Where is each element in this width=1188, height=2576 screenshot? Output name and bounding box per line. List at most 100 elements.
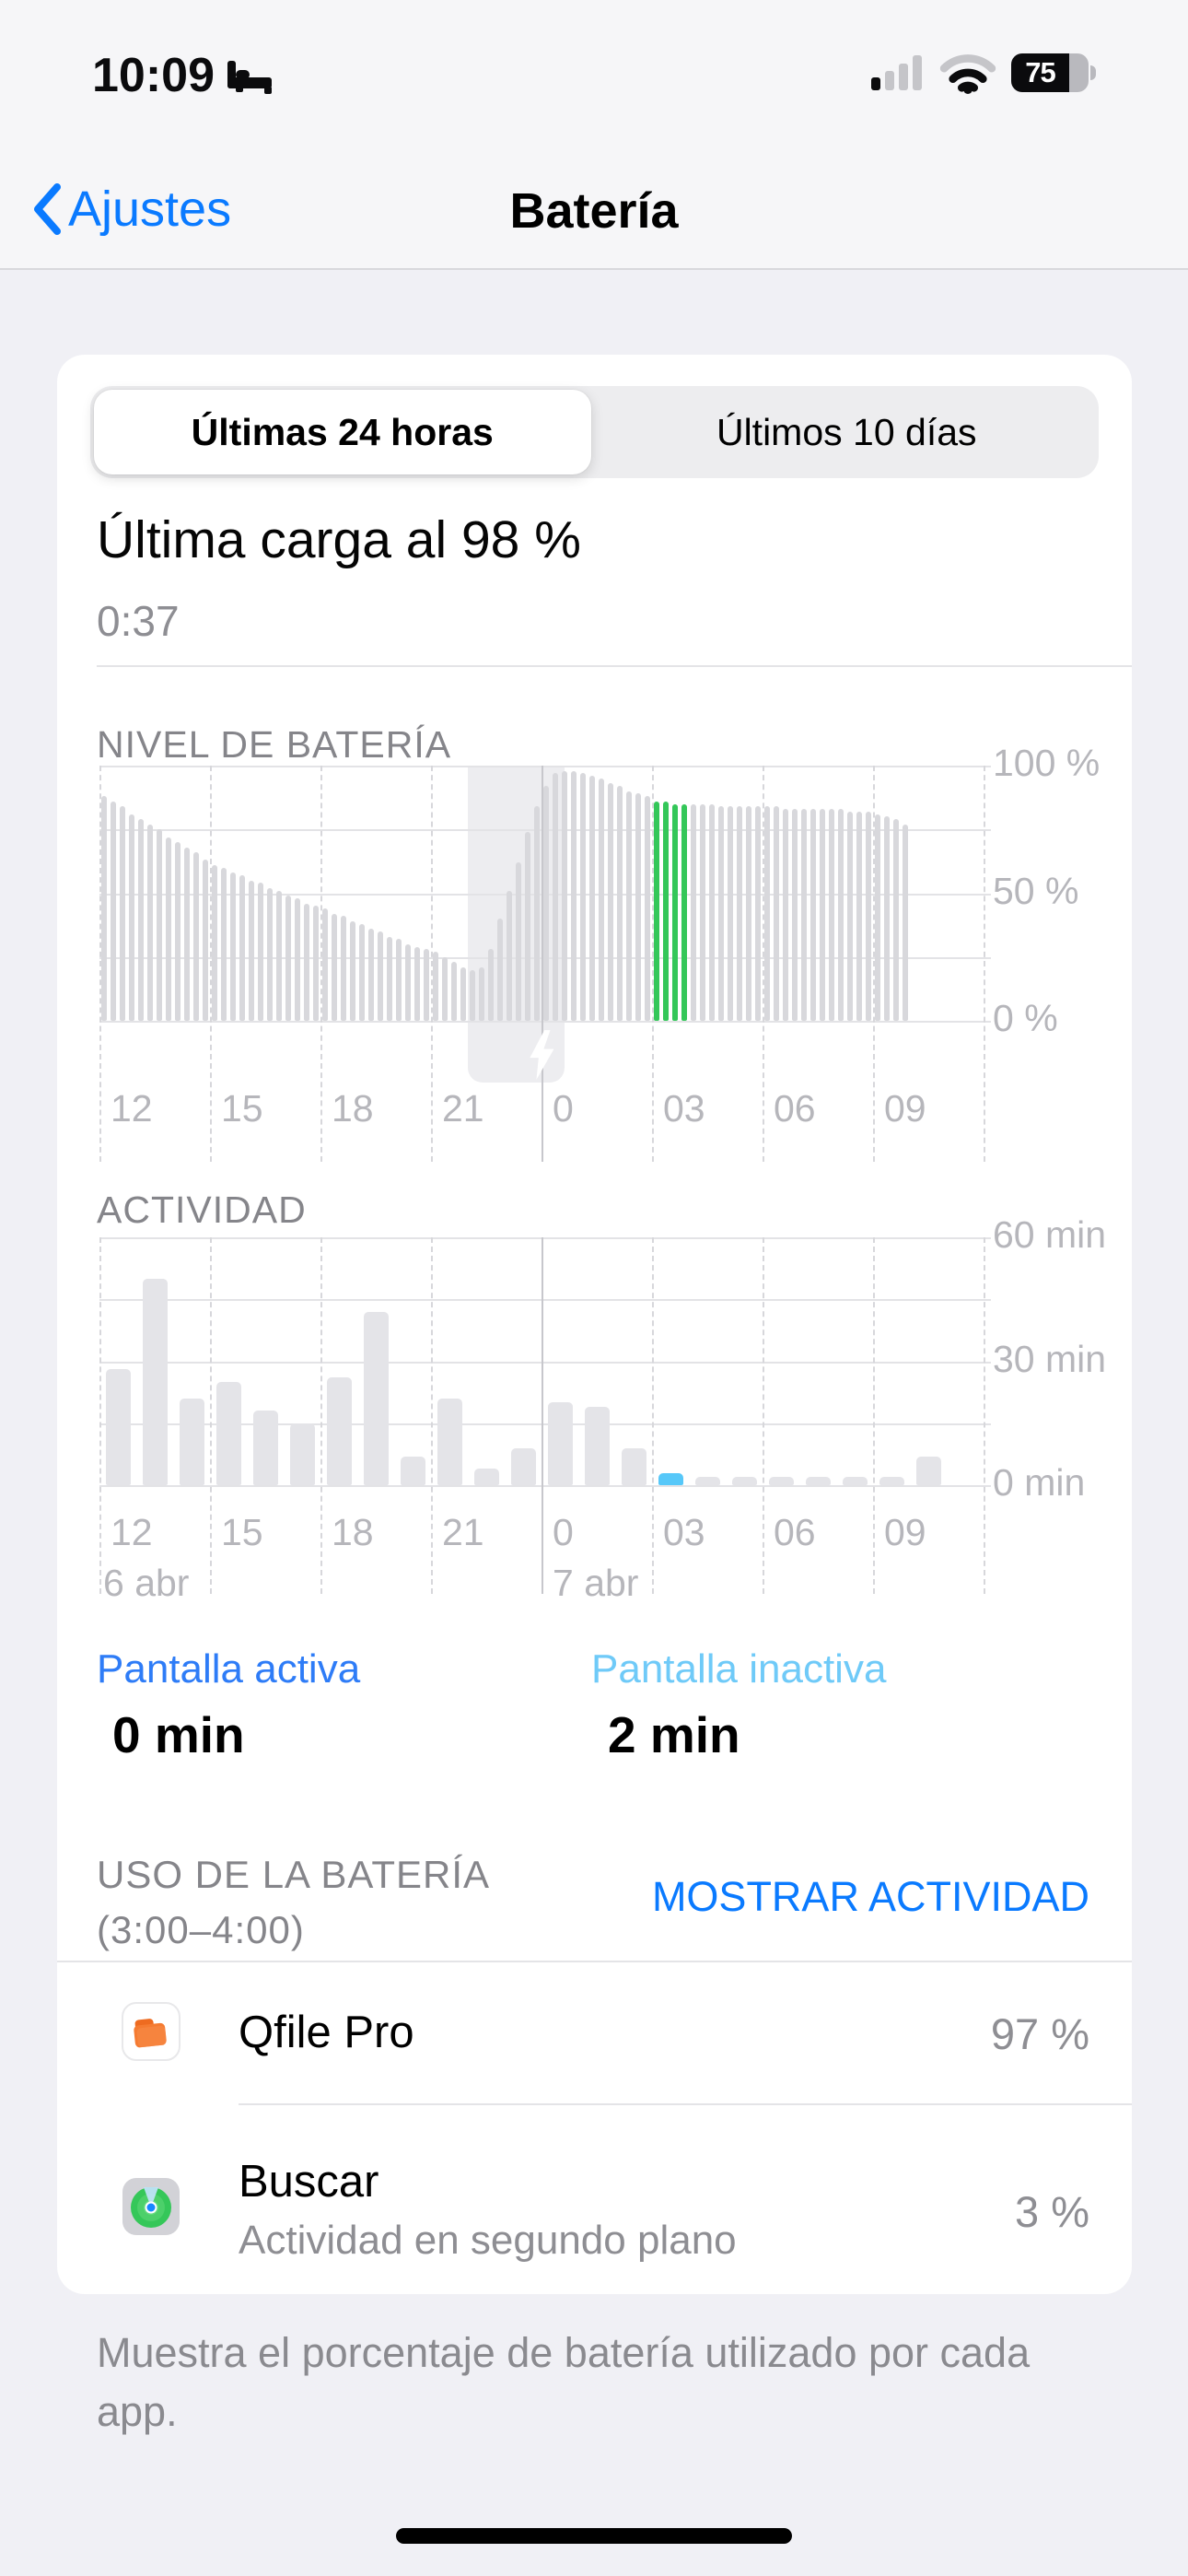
activity-bar[interactable] bbox=[879, 1477, 904, 1485]
battery-level-bar[interactable] bbox=[755, 806, 761, 1021]
battery-level-bar[interactable] bbox=[488, 949, 494, 1021]
battery-level-bar[interactable] bbox=[433, 952, 438, 1021]
activity-bar[interactable] bbox=[511, 1447, 536, 1485]
tab-last-24-hours[interactable]: Últimas 24 horas bbox=[94, 390, 591, 474]
activity-bar[interactable] bbox=[290, 1423, 315, 1485]
battery-level-bar[interactable] bbox=[378, 931, 383, 1021]
battery-level-bar[interactable] bbox=[249, 880, 254, 1021]
activity-bar[interactable] bbox=[843, 1477, 868, 1485]
battery-level-bar[interactable] bbox=[534, 806, 540, 1021]
battery-level-bar[interactable] bbox=[175, 842, 181, 1021]
battery-level-bar[interactable] bbox=[451, 962, 457, 1021]
activity-bar[interactable] bbox=[143, 1278, 168, 1485]
battery-level-bar[interactable] bbox=[212, 865, 217, 1021]
activity-bar[interactable] bbox=[658, 1472, 683, 1485]
battery-level-bar[interactable] bbox=[166, 837, 171, 1021]
battery-level-bar[interactable] bbox=[111, 801, 116, 1021]
battery-level-bar[interactable] bbox=[322, 908, 328, 1021]
activity-bar[interactable] bbox=[253, 1411, 278, 1485]
battery-level-bar[interactable] bbox=[184, 847, 190, 1021]
battery-level-bar[interactable] bbox=[129, 814, 134, 1021]
battery-level-bar[interactable] bbox=[829, 809, 834, 1021]
battery-level-bar[interactable] bbox=[599, 778, 604, 1021]
activity-bar[interactable] bbox=[732, 1477, 757, 1485]
battery-level-bar[interactable] bbox=[838, 809, 844, 1021]
battery-level-bar[interactable] bbox=[332, 913, 337, 1021]
battery-level-bar[interactable] bbox=[847, 811, 853, 1021]
battery-level-bar[interactable] bbox=[221, 867, 227, 1021]
battery-level-bar[interactable] bbox=[645, 796, 650, 1021]
battery-level-bar[interactable] bbox=[460, 966, 466, 1021]
activity-bar[interactable] bbox=[916, 1456, 941, 1485]
battery-level-bar[interactable] bbox=[783, 809, 788, 1021]
battery-level-bar[interactable] bbox=[497, 919, 503, 1021]
battery-level-bar[interactable] bbox=[414, 946, 420, 1021]
battery-level-bar[interactable] bbox=[856, 811, 862, 1021]
battery-level-bar[interactable] bbox=[709, 803, 715, 1021]
battery-level-bar[interactable] bbox=[285, 896, 291, 1021]
battery-level-bar[interactable] bbox=[387, 936, 392, 1021]
battery-level-bar[interactable] bbox=[672, 803, 678, 1021]
battery-level-bar[interactable] bbox=[138, 819, 144, 1021]
tab-last-10-days[interactable]: Últimos 10 días bbox=[716, 410, 977, 453]
battery-level-bar[interactable] bbox=[359, 923, 365, 1021]
battery-level-bar[interactable] bbox=[304, 903, 309, 1021]
battery-level-bar[interactable] bbox=[884, 816, 890, 1021]
battery-level-bar[interactable] bbox=[295, 898, 300, 1021]
battery-level-bar[interactable] bbox=[801, 809, 807, 1021]
battery-level-bar[interactable] bbox=[442, 956, 448, 1021]
battery-level-bar[interactable] bbox=[700, 803, 705, 1021]
battery-level-bar[interactable] bbox=[507, 890, 512, 1021]
battery-level-bar[interactable] bbox=[101, 796, 107, 1021]
battery-level-bar[interactable] bbox=[589, 776, 595, 1021]
battery-level-bar[interactable] bbox=[239, 875, 245, 1021]
activity-bar[interactable] bbox=[585, 1406, 610, 1485]
battery-level-chart[interactable]: 100 % 50 % 0 % 12 15 18 21 0 03 06 09 bbox=[57, 742, 1132, 1171]
battery-level-bar[interactable] bbox=[313, 906, 319, 1021]
activity-bar[interactable] bbox=[106, 1369, 131, 1485]
battery-level-bar[interactable] bbox=[258, 883, 263, 1021]
battery-level-bar[interactable] bbox=[820, 809, 825, 1021]
battery-level-bar[interactable] bbox=[866, 811, 871, 1021]
battery-level-bar[interactable] bbox=[580, 773, 586, 1021]
battery-level-bar[interactable] bbox=[737, 806, 742, 1021]
battery-level-bar[interactable] bbox=[424, 949, 429, 1021]
home-indicator[interactable] bbox=[396, 2528, 792, 2544]
battery-level-bar[interactable] bbox=[626, 790, 632, 1021]
activity-chart[interactable]: 60 min 30 min 0 min 12 15 18 21 0 03 06 09 6 abr 7 a… bbox=[57, 1213, 1132, 1606]
battery-level-bar[interactable] bbox=[350, 920, 355, 1021]
battery-level-bar[interactable] bbox=[746, 806, 751, 1021]
activity-bar[interactable] bbox=[474, 1469, 499, 1485]
battery-level-bar[interactable] bbox=[903, 824, 908, 1021]
battery-level-bar[interactable] bbox=[635, 793, 641, 1021]
battery-level-bar[interactable] bbox=[525, 832, 530, 1021]
battery-level-bar[interactable] bbox=[774, 806, 779, 1021]
activity-bar[interactable] bbox=[327, 1377, 352, 1485]
battery-level-bar[interactable] bbox=[893, 819, 899, 1021]
battery-level-bar[interactable] bbox=[608, 783, 613, 1021]
battery-level-bar[interactable] bbox=[792, 809, 798, 1021]
activity-bar[interactable] bbox=[548, 1402, 573, 1485]
battery-level-bar[interactable] bbox=[405, 943, 411, 1021]
battery-level-bar[interactable] bbox=[276, 890, 282, 1021]
battery-level-bar[interactable] bbox=[479, 966, 484, 1021]
battery-level-bar[interactable] bbox=[157, 829, 162, 1021]
activity-bar[interactable] bbox=[622, 1447, 646, 1485]
activity-bar[interactable] bbox=[695, 1477, 720, 1485]
activity-bar[interactable] bbox=[769, 1477, 794, 1485]
battery-level-bar[interactable] bbox=[654, 801, 659, 1021]
battery-level-bar[interactable] bbox=[193, 852, 199, 1021]
show-activity-button[interactable]: MOSTRAR ACTIVIDAD bbox=[651, 1873, 1089, 1920]
battery-level-bar[interactable] bbox=[147, 824, 153, 1021]
battery-level-bar[interactable] bbox=[810, 809, 816, 1021]
app-usage-row-qfile-pro[interactable]: Qfile Pro 97 % bbox=[57, 1961, 1132, 2103]
battery-level-bar[interactable] bbox=[470, 969, 475, 1021]
battery-level-bar[interactable] bbox=[516, 862, 521, 1021]
battery-level-bar[interactable] bbox=[617, 786, 623, 1021]
battery-level-bar[interactable] bbox=[230, 872, 236, 1021]
battery-level-bar[interactable] bbox=[764, 806, 770, 1021]
battery-level-bar[interactable] bbox=[691, 803, 696, 1021]
battery-level-bar[interactable] bbox=[396, 939, 402, 1021]
activity-bar[interactable] bbox=[806, 1477, 831, 1485]
battery-level-bar[interactable] bbox=[203, 860, 208, 1021]
